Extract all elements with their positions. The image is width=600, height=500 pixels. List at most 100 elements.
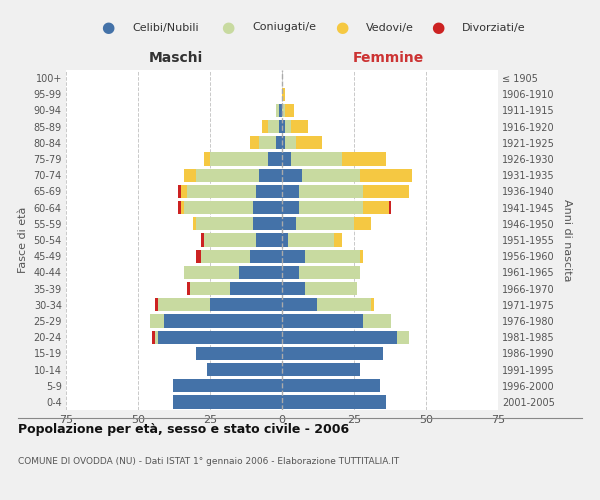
Bar (290, 120, 308, 134)
Y-axis label: Fasce di età: Fasce di età (18, 207, 28, 273)
Bar (259, 136, 276, 149)
Bar (362, 185, 409, 198)
Bar (259, 168, 282, 182)
Bar (256, 185, 282, 198)
Text: Popolazione per età, sesso e stato civile - 2006: Popolazione per età, sesso e stato civil… (18, 422, 349, 436)
Bar (282, 152, 290, 166)
Bar (282, 88, 285, 101)
Bar (155, 298, 158, 312)
Bar (282, 396, 386, 408)
Bar (299, 266, 360, 279)
Text: ●: ● (101, 20, 115, 35)
Bar (193, 217, 196, 230)
Bar (282, 250, 305, 263)
Bar (397, 330, 409, 344)
Bar (282, 201, 299, 214)
Bar (288, 234, 334, 246)
Bar (282, 330, 397, 344)
Text: Femmine: Femmine (353, 51, 424, 65)
Bar (210, 298, 282, 312)
Bar (279, 104, 282, 117)
Bar (299, 185, 362, 198)
Bar (305, 250, 360, 263)
Bar (343, 152, 386, 166)
Bar (173, 379, 282, 392)
Bar (296, 136, 322, 149)
Bar (305, 282, 357, 295)
Bar (155, 330, 158, 344)
Bar (196, 250, 202, 263)
Bar (290, 152, 343, 166)
Bar (302, 168, 360, 182)
Bar (282, 379, 380, 392)
Bar (181, 201, 184, 214)
Bar (282, 363, 360, 376)
Text: Coniugati/e: Coniugati/e (252, 22, 316, 32)
Text: ●: ● (335, 20, 349, 35)
Bar (285, 120, 290, 134)
Bar (354, 217, 371, 230)
Bar (362, 314, 391, 328)
Bar (282, 217, 296, 230)
Bar (334, 234, 343, 246)
Bar (282, 234, 288, 246)
Bar (285, 136, 296, 149)
Bar (360, 250, 362, 263)
Bar (317, 298, 371, 312)
Bar (149, 314, 164, 328)
Bar (184, 266, 239, 279)
Bar (299, 201, 362, 214)
Bar (202, 234, 204, 246)
Bar (276, 136, 282, 149)
Bar (253, 201, 282, 214)
Bar (184, 168, 196, 182)
Bar (210, 152, 268, 166)
Bar (268, 152, 282, 166)
Bar (164, 314, 282, 328)
Bar (187, 185, 256, 198)
Bar (152, 330, 155, 344)
Y-axis label: Anni di nascita: Anni di nascita (562, 198, 572, 281)
Text: Vedovi/e: Vedovi/e (366, 22, 414, 32)
Bar (173, 396, 282, 408)
Bar (187, 282, 190, 295)
Bar (207, 363, 282, 376)
Bar (158, 298, 210, 312)
Bar (282, 266, 299, 279)
Bar (230, 282, 282, 295)
Bar (158, 330, 282, 344)
Text: ●: ● (221, 20, 235, 35)
Bar (181, 185, 187, 198)
Text: Maschi: Maschi (148, 51, 203, 65)
Bar (282, 104, 285, 117)
Bar (204, 152, 210, 166)
Bar (389, 201, 391, 214)
Bar (256, 234, 282, 246)
Text: Celibi/Nubili: Celibi/Nubili (132, 22, 199, 32)
Bar (282, 185, 299, 198)
Bar (362, 201, 389, 214)
Bar (239, 266, 282, 279)
Bar (282, 298, 317, 312)
Bar (360, 168, 412, 182)
Bar (196, 217, 253, 230)
Bar (282, 168, 302, 182)
Bar (282, 136, 285, 149)
Text: Divorziati/e: Divorziati/e (462, 22, 526, 32)
Text: COMUNE DI OVODDA (NU) - Dati ISTAT 1° gennaio 2006 - Elaborazione TUTTITALIA.IT: COMUNE DI OVODDA (NU) - Dati ISTAT 1° ge… (18, 458, 399, 466)
Bar (268, 120, 279, 134)
Bar (202, 250, 250, 263)
Bar (371, 298, 374, 312)
Bar (178, 201, 181, 214)
Bar (250, 250, 282, 263)
Bar (178, 185, 181, 198)
Bar (253, 217, 282, 230)
Bar (196, 168, 259, 182)
Bar (196, 346, 282, 360)
Bar (262, 120, 268, 134)
Bar (282, 120, 285, 134)
Bar (190, 282, 230, 295)
Bar (250, 136, 259, 149)
Bar (282, 314, 362, 328)
Bar (296, 217, 354, 230)
